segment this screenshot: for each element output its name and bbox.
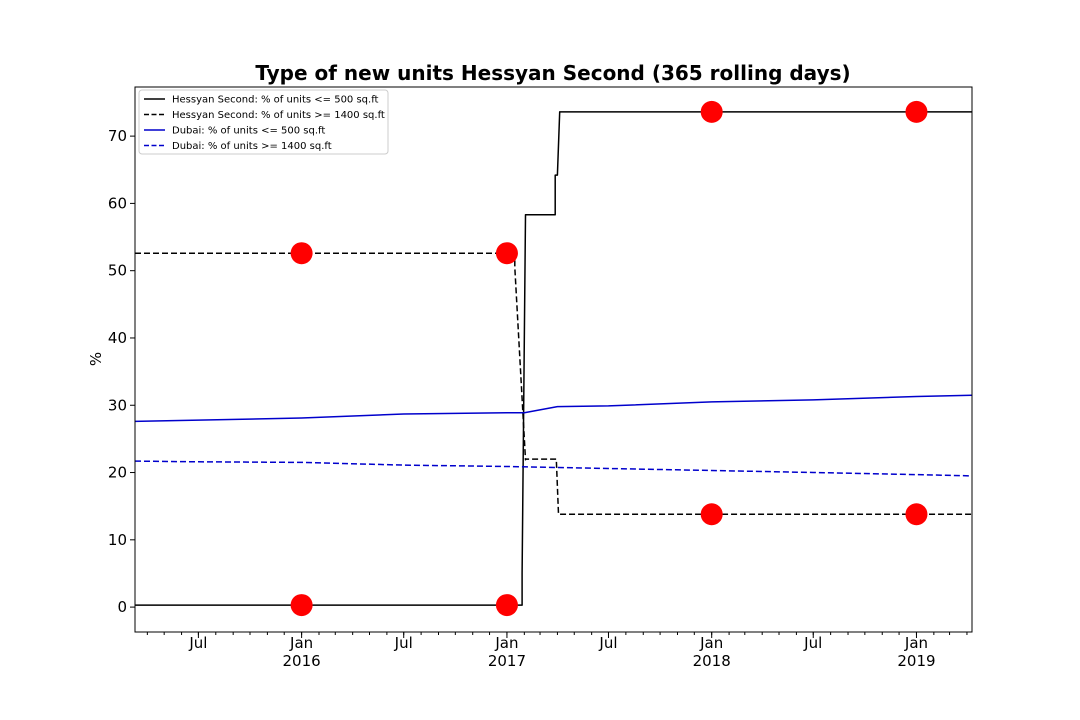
y-tick-label: 10 bbox=[108, 531, 127, 549]
series-line-3 bbox=[134, 394, 973, 423]
x-tick-label: Jul bbox=[394, 634, 413, 652]
x-tick-label: Jan bbox=[699, 634, 723, 652]
x-tick-label: Jul bbox=[803, 634, 822, 652]
y-tick-label: 60 bbox=[108, 194, 127, 212]
x-tick-label: Jul bbox=[188, 634, 207, 652]
x-tick-label: Jan bbox=[289, 634, 313, 652]
series-line-2 bbox=[135, 252, 972, 516]
marker-point bbox=[495, 594, 518, 617]
y-axis: 0 10 20 30 40 50 60 70 bbox=[108, 127, 135, 616]
marker-layer bbox=[290, 100, 928, 617]
legend-label-3: Dubai: % of units <= 500 sq.ft bbox=[172, 126, 325, 137]
legend-label-2: Hessyan Second: % of units >= 1400 sq.ft bbox=[172, 110, 385, 121]
plot-area-frame bbox=[134, 86, 973, 633]
x-tick-year-label: 2018 bbox=[693, 652, 731, 670]
x-tick-label: Jan bbox=[494, 634, 518, 652]
marker-point bbox=[290, 594, 313, 617]
y-tick-label: 0 bbox=[117, 598, 127, 616]
legend-box bbox=[138, 89, 389, 155]
x-tick-label: Jan bbox=[904, 634, 928, 652]
y-tick-label: 70 bbox=[108, 127, 127, 145]
legend-label-1: Hessyan Second: % of units <= 500 sq.ft bbox=[172, 95, 379, 106]
marker-point bbox=[700, 100, 723, 123]
y-tick-label: 30 bbox=[108, 396, 127, 414]
y-tick-label: 40 bbox=[108, 329, 127, 347]
legend-label-4: Dubai: % of units >= 1400 sq.ft bbox=[172, 141, 332, 152]
y-tick-label: 50 bbox=[108, 262, 127, 280]
y-axis-label: % bbox=[87, 352, 105, 366]
legend: Hessyan Second: % of units <= 500 sq.ft H… bbox=[138, 89, 389, 155]
x-tick-year-label: 2016 bbox=[283, 652, 321, 670]
marker-point bbox=[290, 242, 313, 265]
x-tick-year-label: 2017 bbox=[488, 652, 526, 670]
y-tick-label: 20 bbox=[108, 464, 127, 482]
marker-point bbox=[700, 503, 723, 526]
marker-point bbox=[905, 503, 928, 526]
series-layer bbox=[134, 111, 973, 606]
series-line-1 bbox=[135, 111, 972, 606]
marker-point bbox=[905, 100, 928, 123]
marker-point bbox=[495, 242, 518, 265]
x-tick-year-label: 2019 bbox=[897, 652, 935, 670]
chart-title: Type of new units Hessyan Second (365 ro… bbox=[255, 61, 850, 85]
x-tick-label: Jul bbox=[598, 634, 617, 652]
series-line-4 bbox=[134, 460, 973, 477]
